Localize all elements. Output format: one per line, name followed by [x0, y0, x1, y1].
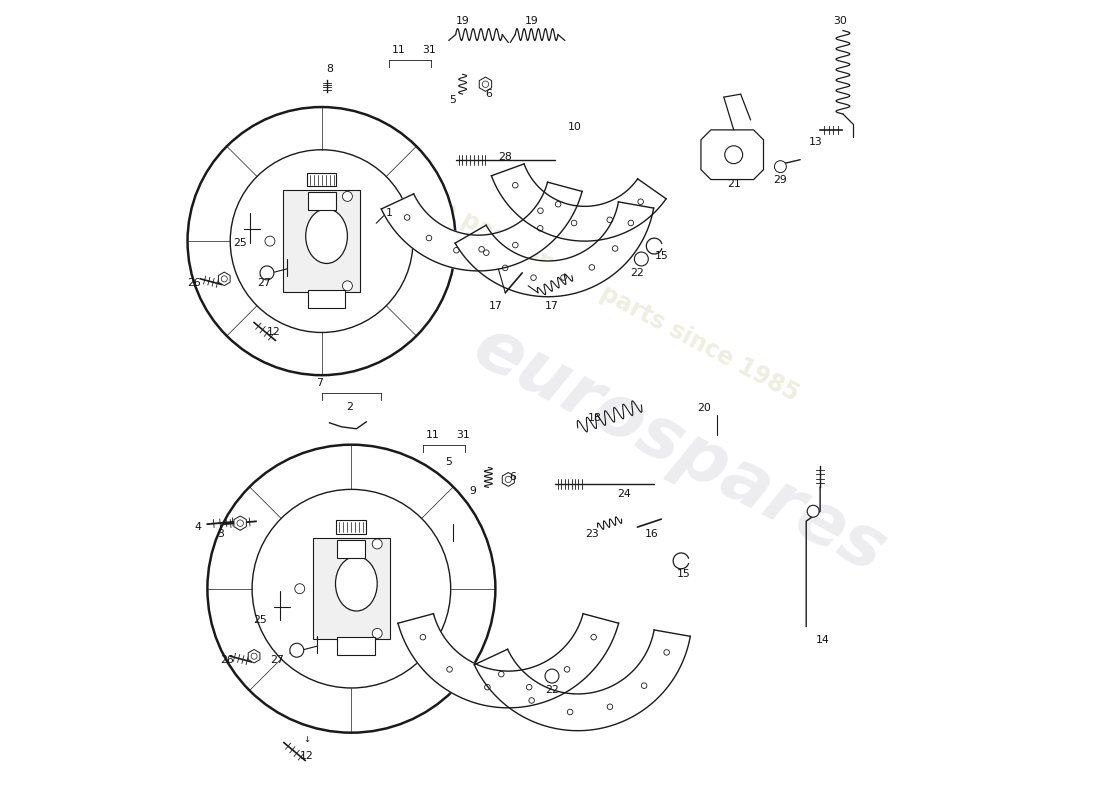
Circle shape [260, 266, 274, 280]
Bar [338, 540, 365, 558]
Polygon shape [382, 182, 582, 271]
Polygon shape [249, 650, 260, 663]
Bar [338, 638, 375, 655]
Text: 15: 15 [654, 251, 668, 261]
Polygon shape [455, 202, 653, 297]
Text: 27: 27 [270, 655, 284, 665]
Bar [307, 173, 337, 186]
Text: 19: 19 [455, 16, 470, 26]
Circle shape [342, 281, 352, 290]
Polygon shape [492, 164, 667, 241]
Text: 28: 28 [498, 152, 513, 162]
Circle shape [187, 107, 455, 375]
Circle shape [725, 146, 742, 164]
Text: 1: 1 [386, 208, 393, 218]
Text: 21: 21 [727, 178, 740, 189]
Text: 31: 31 [455, 430, 470, 440]
Text: 30: 30 [833, 16, 847, 26]
Text: 5: 5 [449, 95, 456, 105]
Text: 12: 12 [267, 327, 280, 338]
Text: 15: 15 [678, 569, 691, 578]
Circle shape [295, 584, 305, 594]
Text: 29: 29 [773, 174, 788, 185]
Text: 4: 4 [194, 522, 201, 532]
Bar [308, 193, 336, 210]
Ellipse shape [306, 209, 348, 263]
Circle shape [635, 252, 648, 266]
Text: 2: 2 [346, 402, 353, 412]
Bar [283, 190, 361, 292]
Polygon shape [234, 516, 246, 530]
Text: 11: 11 [393, 46, 406, 55]
Text: 20: 20 [697, 403, 711, 413]
Text: 19: 19 [526, 16, 539, 26]
Text: 22: 22 [546, 685, 559, 695]
Ellipse shape [336, 557, 377, 611]
Text: 13: 13 [810, 137, 823, 147]
Text: 25: 25 [253, 615, 267, 626]
Circle shape [230, 150, 412, 333]
Text: 6: 6 [509, 473, 516, 482]
Text: 12: 12 [300, 750, 313, 761]
Text: 17: 17 [546, 301, 559, 310]
Text: 25: 25 [233, 238, 248, 248]
Text: eurospares: eurospares [461, 312, 896, 587]
Circle shape [265, 236, 275, 246]
Polygon shape [503, 473, 515, 486]
Circle shape [252, 490, 451, 688]
Text: 3: 3 [217, 529, 223, 539]
Text: 5: 5 [446, 457, 452, 466]
Text: 22: 22 [630, 268, 645, 278]
Polygon shape [219, 272, 230, 286]
Circle shape [544, 669, 559, 683]
Text: 24: 24 [617, 490, 631, 499]
Text: 23: 23 [585, 529, 598, 539]
Text: a passion for parts since 1985: a passion for parts since 1985 [436, 195, 803, 406]
Text: 7: 7 [316, 378, 323, 388]
Polygon shape [701, 130, 763, 179]
Polygon shape [474, 630, 691, 730]
Circle shape [774, 161, 786, 173]
Circle shape [807, 506, 820, 517]
Text: ↓: ↓ [304, 735, 310, 744]
Circle shape [504, 474, 514, 485]
Bar [308, 290, 345, 308]
Text: 9: 9 [469, 486, 476, 496]
Text: 27: 27 [257, 278, 271, 288]
Circle shape [372, 539, 382, 549]
Text: 31: 31 [422, 46, 436, 55]
Text: 18: 18 [587, 413, 602, 423]
Text: 26: 26 [220, 655, 234, 665]
Bar [312, 538, 390, 639]
Text: 26: 26 [188, 278, 201, 288]
Circle shape [208, 445, 495, 733]
Text: 17: 17 [488, 301, 503, 310]
Text: 14: 14 [816, 635, 831, 646]
Circle shape [372, 629, 382, 638]
Circle shape [342, 191, 352, 202]
Polygon shape [480, 77, 492, 91]
Polygon shape [398, 614, 618, 708]
Bar [337, 520, 366, 534]
Text: 16: 16 [645, 529, 658, 539]
Text: 11: 11 [426, 430, 440, 440]
Text: 8: 8 [326, 64, 333, 74]
Circle shape [289, 643, 304, 658]
Text: 6: 6 [485, 89, 492, 99]
Text: 10: 10 [568, 122, 582, 132]
